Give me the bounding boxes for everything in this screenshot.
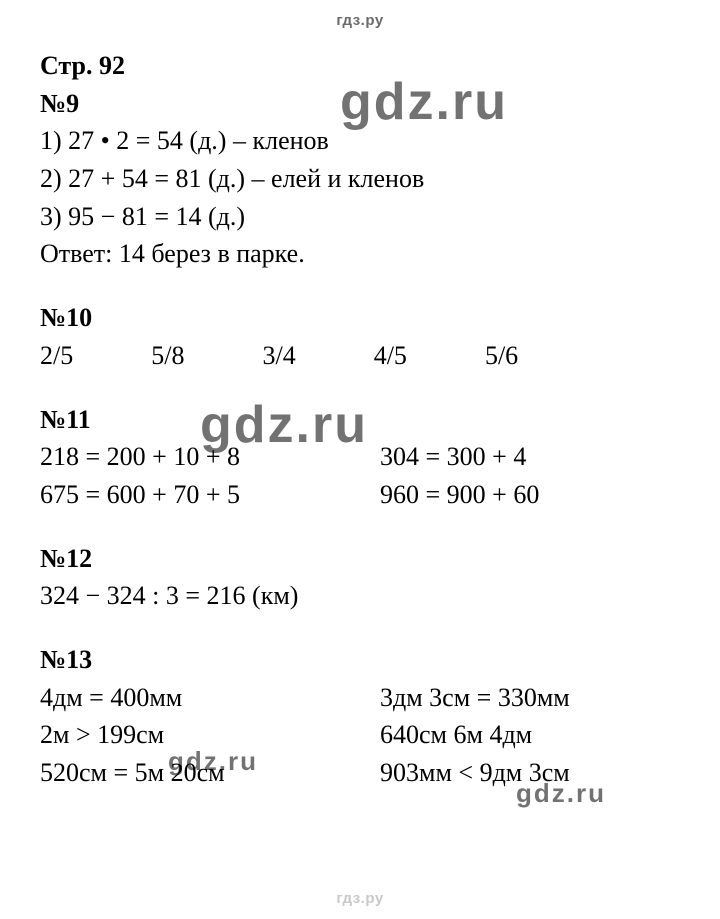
site-brand-top: гдз.ру [40,12,680,29]
task9-line3: 3) 95 − 81 = 14 (д.) [40,198,680,236]
task11-r1a: 218 = 200 + 10 + 8 [40,438,380,476]
task13-r2a: 2м > 199см [40,716,380,754]
task13-r1a: 4дм = 400мм [40,679,380,717]
page-root: гдз.ру Стр. 92 №9 1) 27 • 2 = 54 (д.) – … [0,0,720,919]
page-label: Стр. 92 [40,47,680,85]
task11-row2: 675 = 600 + 70 + 5 960 = 900 + 60 [40,476,680,514]
task13-row1: 4дм = 400мм 3дм 3см = 330мм [40,679,680,717]
frac-3: 3/4 [262,341,295,370]
frac-1: 2/5 [40,341,73,370]
site-brand-bottom: гдз.ру [0,890,720,907]
frac-5: 5/6 [485,341,518,370]
frac-4: 4/5 [374,341,407,370]
task11-row1: 218 = 200 + 10 + 8 304 = 300 + 4 [40,438,680,476]
task13-r3a: 520см = 5м 20см [40,754,380,792]
task12-title: №12 [40,540,680,578]
task13-row2: 2м > 199см 640см 6м 4дм [40,716,680,754]
task11-r2a: 675 = 600 + 70 + 5 [40,476,380,514]
task9-line1: 1) 27 • 2 = 54 (д.) – кленов [40,122,680,160]
frac-2: 5/8 [151,341,184,370]
task13-row3: 520см = 5м 20см 903мм < 9дм 3см [40,754,680,792]
task13-r3b: 903мм < 9дм 3см [380,754,680,792]
task13-title: №13 [40,641,680,679]
task9-line2: 2) 27 + 54 = 81 (д.) – елей и кленов [40,160,680,198]
task11-r2b: 960 = 900 + 60 [380,476,680,514]
task10-title: №10 [40,299,680,337]
task13-r2b: 640см 6м 4дм [380,716,680,754]
task12-line: 324 − 324 : 3 = 216 (км) [40,577,680,615]
task9-title: №9 [40,85,680,123]
task10-row: 2/5 5/8 3/4 4/5 5/6 [40,337,680,375]
task13-r1b: 3дм 3см = 330мм [380,679,680,717]
task11-r1b: 304 = 300 + 4 [380,438,680,476]
task11-title: №11 [40,401,680,439]
task9-answer: Ответ: 14 берез в парке. [40,235,680,273]
